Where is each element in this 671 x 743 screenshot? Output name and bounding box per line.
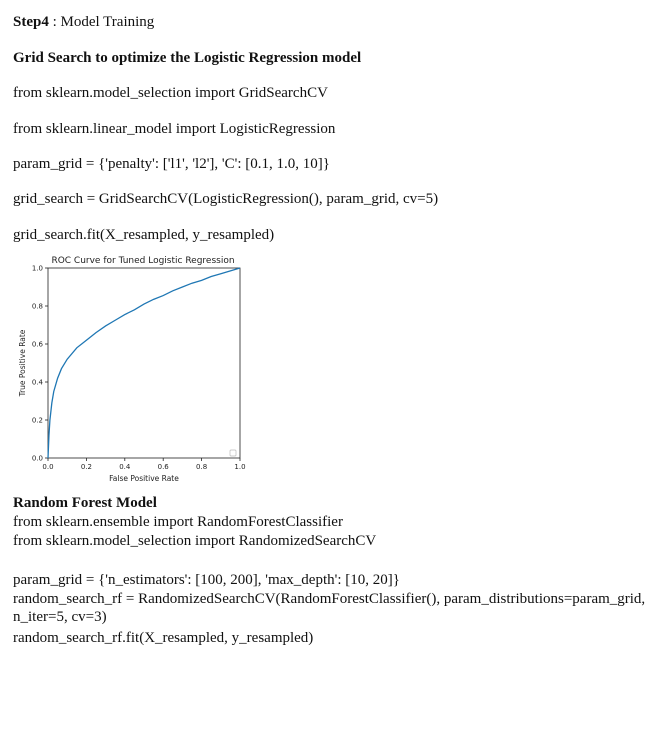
x-tick-label: 0.2 bbox=[81, 463, 92, 471]
roc-chart: ROC Curve for Tuned Logistic Regression … bbox=[18, 256, 246, 483]
y-axis-label: True Positive Rate bbox=[18, 329, 27, 397]
code-line: from sklearn.ensemble import RandomFores… bbox=[13, 514, 343, 530]
code-line: param_grid = {'n_estimators': [100, 200]… bbox=[13, 572, 400, 588]
legend-box bbox=[229, 449, 237, 457]
code-line: grid_search = GridSearchCV(LogisticRegre… bbox=[13, 191, 439, 207]
code-line: grid_search.fit(X_resampled, y_resampled… bbox=[13, 227, 275, 243]
x-tick-label: 0.6 bbox=[158, 463, 170, 471]
plot-frame bbox=[47, 267, 241, 459]
code-line: random_search_rf = RandomizedSearchCV(Ra… bbox=[13, 591, 646, 625]
section2-heading: Random Forest Model bbox=[13, 494, 157, 512]
y-tick-label: 0.0 bbox=[32, 455, 43, 463]
y-tick-label: 0.8 bbox=[32, 303, 43, 311]
x-tick-label: 0.4 bbox=[119, 463, 131, 471]
x-tick-label: 1.0 bbox=[234, 463, 245, 471]
section1-heading: Grid Search to optimize the Logistic Reg… bbox=[13, 49, 361, 67]
y-tick-label: 1.0 bbox=[32, 265, 43, 273]
code-line: random_search_rf.fit(X_resampled, y_resa… bbox=[13, 630, 314, 646]
y-tick-label: 0.4 bbox=[32, 379, 44, 387]
x-tick-label: 0.8 bbox=[196, 463, 207, 471]
y-tick-label: 0.2 bbox=[32, 417, 43, 425]
roc-curve-line bbox=[47, 267, 241, 459]
chart-title: ROC Curve for Tuned Logistic Regression bbox=[51, 256, 234, 266]
step-label: Step4 bbox=[13, 14, 49, 30]
section2-heading-text: Random Forest Model bbox=[13, 495, 157, 511]
step-heading: Step4 : Model Training bbox=[13, 13, 154, 31]
code-line: from sklearn.model_selection import Grid… bbox=[13, 85, 328, 101]
section1-heading-text: Grid Search to optimize the Logistic Reg… bbox=[13, 50, 362, 66]
code-line: param_grid = {'penalty': ['l1', 'l2'], '… bbox=[13, 156, 330, 172]
step-title: Model Training bbox=[60, 14, 155, 30]
x-tick-label: 0.0 bbox=[42, 463, 53, 471]
x-axis-label: False Positive Rate bbox=[109, 474, 179, 483]
step-separator: : bbox=[48, 14, 61, 30]
x-axis-ticks: 0.0 0.2 0.4 0.6 0.8 1.0 bbox=[42, 458, 246, 471]
code-line: from sklearn.linear_model import Logisti… bbox=[13, 121, 336, 137]
code-line: from sklearn.model_selection import Rand… bbox=[13, 533, 377, 549]
y-tick-label: 0.6 bbox=[32, 341, 44, 349]
y-axis-ticks: 0.0 0.2 0.4 0.6 0.8 1.0 bbox=[32, 265, 48, 463]
